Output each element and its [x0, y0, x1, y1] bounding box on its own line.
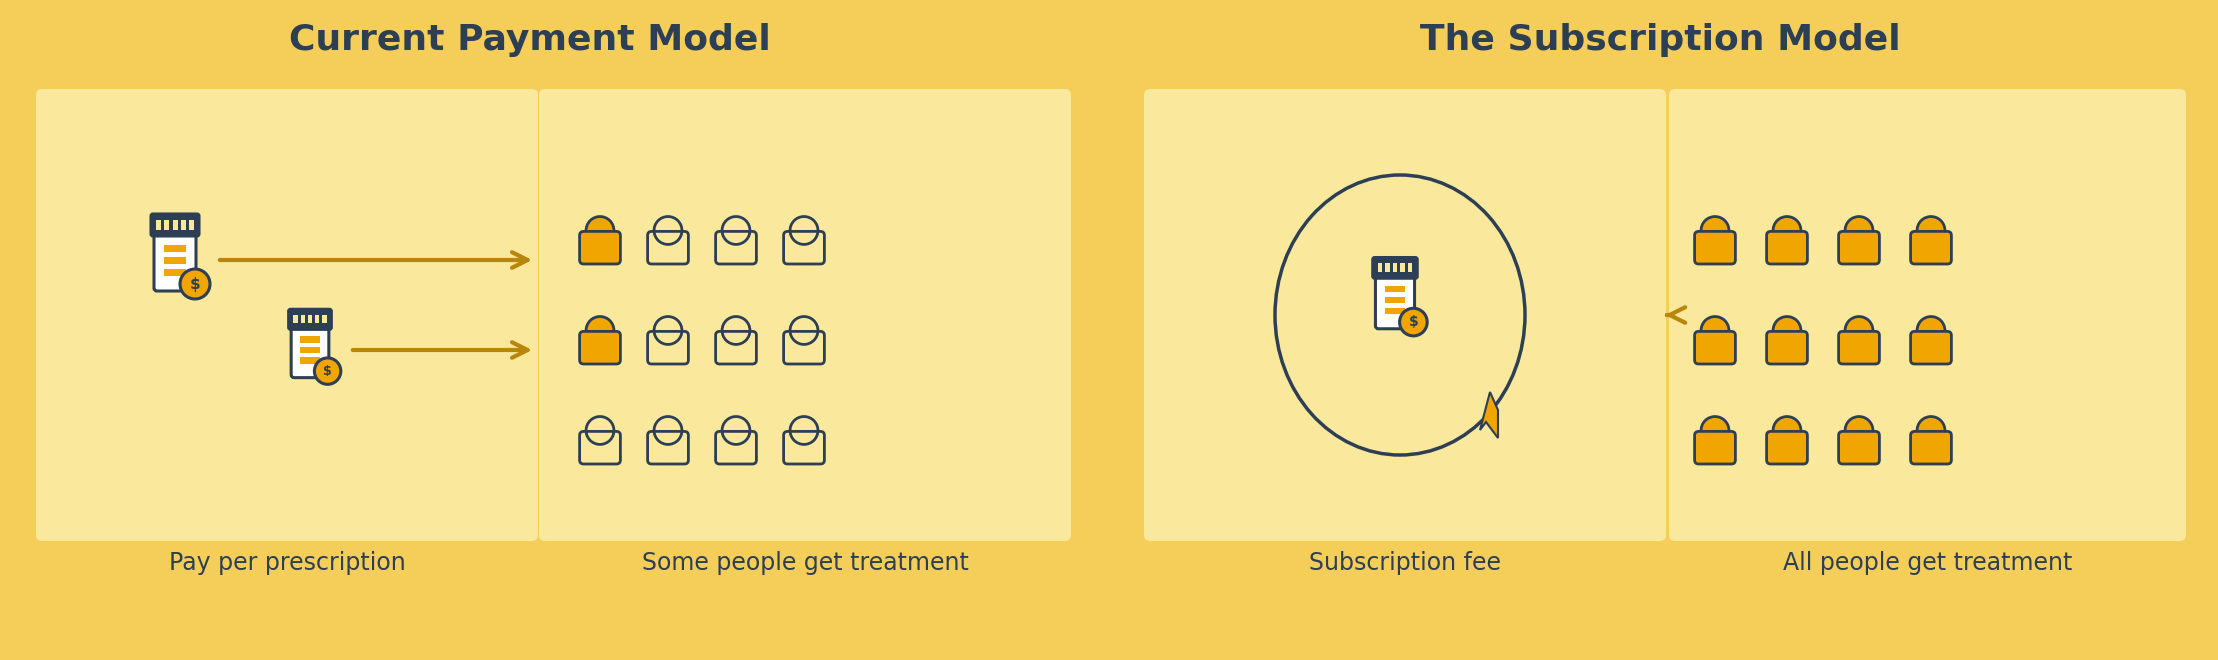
Bar [322, 315, 326, 323]
Circle shape [1701, 216, 1730, 244]
Bar [1377, 263, 1382, 272]
Text: Subscription fee: Subscription fee [1309, 551, 1502, 575]
Bar [299, 347, 319, 353]
FancyBboxPatch shape [35, 89, 539, 541]
Bar [302, 315, 306, 323]
FancyBboxPatch shape [579, 331, 621, 364]
FancyBboxPatch shape [1144, 89, 1666, 541]
Bar [180, 220, 186, 230]
FancyBboxPatch shape [1695, 331, 1734, 364]
Circle shape [1916, 317, 1945, 345]
Bar [1384, 297, 1406, 303]
FancyBboxPatch shape [1766, 331, 1808, 364]
Circle shape [1772, 317, 1801, 345]
Bar [164, 269, 186, 275]
Circle shape [1701, 416, 1730, 444]
FancyBboxPatch shape [288, 310, 330, 329]
FancyBboxPatch shape [153, 229, 195, 291]
FancyBboxPatch shape [1839, 331, 1879, 364]
Bar [1408, 263, 1413, 272]
Circle shape [1916, 416, 1945, 444]
Bar [315, 315, 319, 323]
Polygon shape [1479, 392, 1497, 438]
Bar [164, 257, 186, 263]
Circle shape [1916, 216, 1945, 244]
Bar [189, 220, 193, 230]
Bar [164, 220, 169, 230]
FancyBboxPatch shape [1766, 432, 1808, 464]
Text: $: $ [324, 364, 333, 378]
Circle shape [1845, 416, 1872, 444]
FancyBboxPatch shape [1668, 89, 2187, 541]
Bar [1400, 263, 1404, 272]
Bar [1386, 263, 1391, 272]
FancyBboxPatch shape [1695, 432, 1734, 464]
FancyBboxPatch shape [579, 232, 621, 264]
Circle shape [1772, 416, 1801, 444]
Bar [299, 358, 319, 364]
FancyBboxPatch shape [1839, 432, 1879, 464]
Text: Pay per prescription: Pay per prescription [169, 551, 406, 575]
Bar [1393, 263, 1397, 272]
Bar [299, 337, 319, 343]
FancyBboxPatch shape [1839, 232, 1879, 264]
Text: $: $ [1408, 315, 1417, 329]
Bar [293, 315, 297, 323]
Bar [173, 220, 177, 230]
FancyBboxPatch shape [291, 322, 328, 378]
Text: $: $ [191, 277, 200, 292]
Circle shape [1400, 308, 1426, 336]
Bar [308, 315, 313, 323]
Circle shape [586, 216, 614, 244]
Bar [155, 220, 162, 230]
Circle shape [586, 317, 614, 345]
FancyBboxPatch shape [1910, 232, 1952, 264]
Bar [1384, 308, 1406, 314]
FancyBboxPatch shape [1766, 232, 1808, 264]
Circle shape [315, 358, 342, 384]
Circle shape [1701, 317, 1730, 345]
Bar [164, 244, 186, 251]
FancyBboxPatch shape [1910, 432, 1952, 464]
Circle shape [1772, 216, 1801, 244]
Text: All people get treatment: All people get treatment [1783, 551, 2072, 575]
Circle shape [1845, 317, 1872, 345]
FancyBboxPatch shape [1375, 271, 1415, 329]
Circle shape [180, 269, 211, 299]
Text: Current Payment Model: Current Payment Model [288, 23, 772, 57]
Text: The Subscription Model: The Subscription Model [1420, 23, 1901, 57]
FancyBboxPatch shape [539, 89, 1071, 541]
FancyBboxPatch shape [1373, 257, 1417, 279]
FancyBboxPatch shape [1695, 232, 1734, 264]
Bar [1384, 286, 1406, 292]
Circle shape [1845, 216, 1872, 244]
Text: Some people get treatment: Some people get treatment [641, 551, 969, 575]
FancyBboxPatch shape [151, 214, 200, 236]
FancyBboxPatch shape [1910, 331, 1952, 364]
